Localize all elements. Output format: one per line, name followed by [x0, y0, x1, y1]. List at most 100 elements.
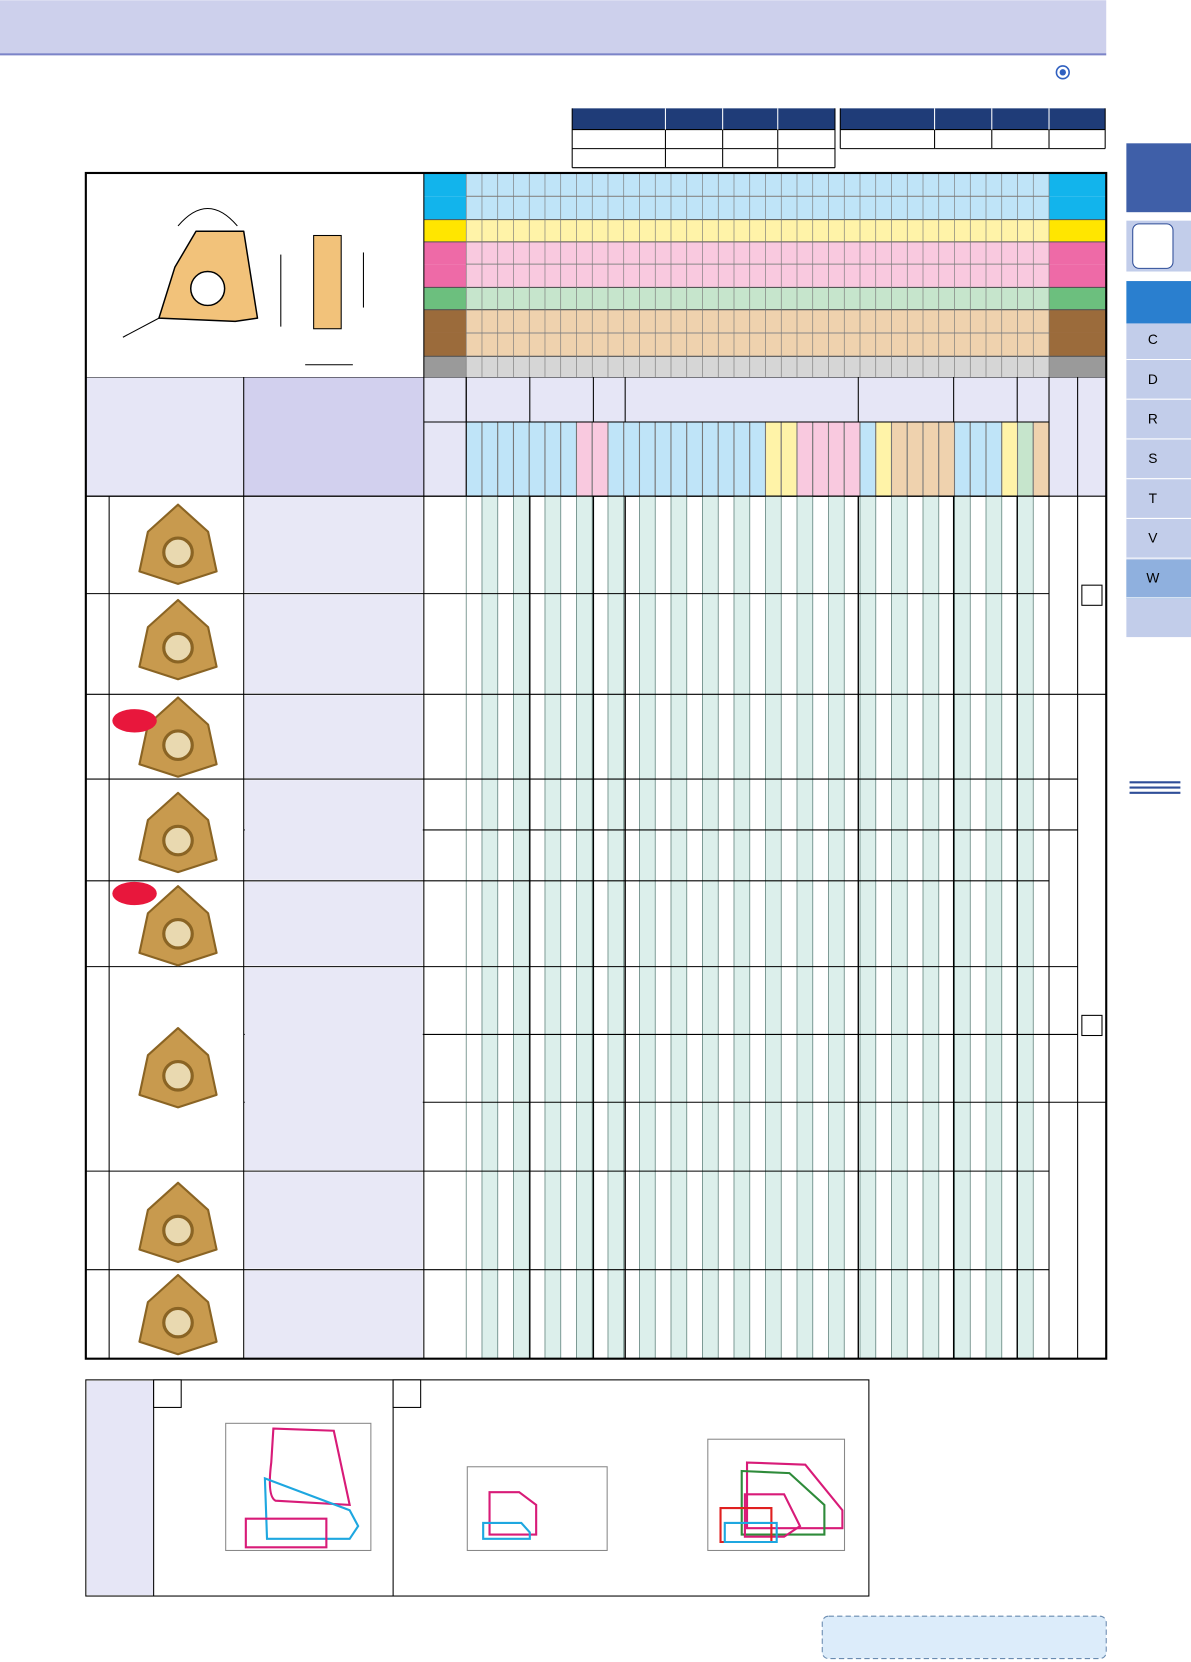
material-band — [1049, 219, 1107, 242]
material-band — [466, 219, 1050, 242]
body-stripe — [607, 496, 624, 1359]
material-band — [423, 219, 467, 242]
grade-column-head — [591, 421, 609, 497]
body-stripe — [513, 496, 530, 1359]
header-band — [0, 0, 1107, 54]
material-band — [1049, 332, 1107, 357]
chart-label-box — [153, 1379, 182, 1408]
chart-curve — [263, 1476, 360, 1540]
chart-curve — [244, 1517, 328, 1549]
body-stripe — [670, 496, 687, 1359]
drawing-side — [313, 234, 342, 330]
insert-hole — [162, 729, 194, 762]
chart-label-box — [392, 1379, 422, 1408]
body-stripe — [891, 496, 908, 1359]
tab-letter: S — [1148, 451, 1157, 466]
material-band — [423, 332, 467, 357]
check-box — [1081, 584, 1103, 606]
material-band — [423, 287, 467, 310]
insert-hole — [162, 1059, 194, 1092]
grade-column-head — [749, 421, 767, 497]
insert-hole — [162, 824, 194, 857]
grade-column-head — [843, 421, 861, 497]
body-stripe — [639, 496, 656, 1359]
grade-column-head — [938, 421, 956, 497]
main-table — [84, 171, 1108, 1360]
body-stripe — [481, 496, 498, 1359]
body-stripe — [576, 496, 593, 1359]
grade-column-head — [859, 421, 877, 497]
body-stripe — [860, 496, 876, 1359]
check-box — [1081, 1014, 1103, 1037]
arrow-icon-dot — [1059, 69, 1066, 76]
tab-selected — [1126, 559, 1191, 599]
grade-column-head — [481, 421, 499, 497]
description-cell — [244, 881, 423, 966]
material-band — [423, 264, 467, 288]
grade-column-head — [1032, 421, 1050, 497]
tab-letter: C — [1148, 332, 1158, 347]
tab-blue — [1126, 281, 1191, 324]
bottom-label — [86, 1380, 154, 1595]
description-cell — [244, 967, 423, 1171]
body-stripe — [828, 496, 845, 1359]
chart-curve — [743, 1493, 802, 1538]
grade-column-head — [701, 421, 719, 497]
grade-column-head — [560, 421, 578, 497]
insert-hole — [162, 1306, 194, 1339]
grade-column-head — [890, 421, 908, 497]
material-band — [1049, 287, 1107, 310]
material-band — [423, 356, 467, 378]
tab-letter: V — [1148, 531, 1158, 546]
description-cell — [244, 497, 423, 593]
material-band — [466, 332, 1050, 357]
material-band — [466, 309, 1050, 333]
body-stripe — [733, 496, 750, 1359]
table-head — [840, 108, 1106, 130]
insert-hole — [162, 536, 194, 569]
grade-column-head — [575, 421, 593, 497]
body-stripe — [765, 496, 782, 1359]
table-frame-outline — [84, 171, 1108, 1360]
tab-letter: W — [1146, 570, 1159, 585]
top-tables — [571, 108, 1106, 169]
body-stripe — [544, 496, 561, 1359]
chart-curve — [723, 1521, 778, 1544]
material-band — [423, 172, 467, 197]
grade-column-head — [875, 421, 893, 497]
tab-icon — [1132, 223, 1174, 269]
grade-column-head — [638, 421, 656, 497]
body-stripe — [986, 496, 1002, 1359]
table-head — [572, 108, 835, 130]
grade-column-head — [733, 421, 751, 497]
tab-letter: T — [1149, 491, 1158, 506]
grade-column-head — [780, 421, 798, 497]
material-band — [423, 241, 467, 265]
drawing-hole — [189, 270, 226, 307]
mini-chart — [225, 1422, 372, 1552]
body-stripe — [1017, 496, 1034, 1359]
material-band — [466, 172, 1050, 197]
material-band — [466, 241, 1050, 265]
insert-hole — [162, 917, 194, 950]
material-band — [1049, 241, 1107, 265]
grade-column-head — [764, 421, 782, 497]
grade-column-head — [827, 421, 845, 497]
grade-column-head — [796, 421, 814, 497]
new-badge — [112, 881, 157, 906]
grade-column-head — [922, 421, 940, 497]
dim-line — [122, 317, 160, 338]
material-band — [466, 356, 1050, 378]
new-badge — [112, 709, 157, 733]
material-band — [466, 196, 1050, 220]
grade-column-head — [607, 421, 625, 497]
material-band — [466, 287, 1050, 310]
material-band — [423, 309, 467, 333]
angle-arc — [177, 208, 238, 227]
header-cell — [85, 377, 244, 497]
side-tabs: C D R S T V W — [1126, 143, 1191, 794]
chart-curve — [745, 1461, 844, 1530]
grade-column-head — [465, 421, 483, 497]
grade-column-head — [686, 421, 704, 497]
insert-hole — [162, 1214, 194, 1247]
